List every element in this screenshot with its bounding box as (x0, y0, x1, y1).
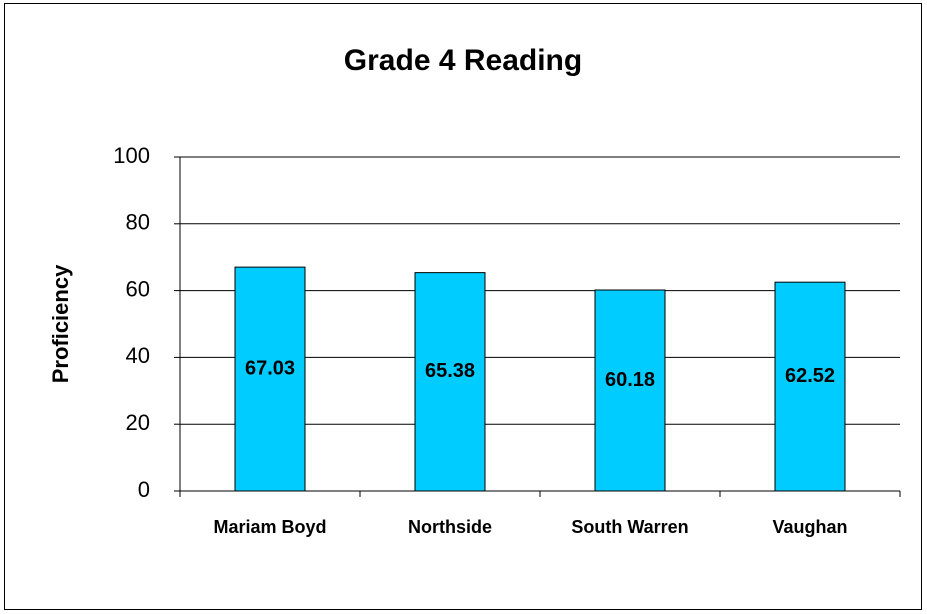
chart-title: Grade 4 Reading (344, 44, 582, 77)
data-label: 62.52 (785, 365, 835, 387)
data-label: 67.03 (245, 357, 295, 379)
data-label: 60.18 (605, 369, 655, 391)
x-tick-label: Northside (408, 517, 492, 537)
y-tick-label: 100 (113, 143, 150, 168)
y-tick-label: 80 (126, 210, 150, 235)
bar (234, 266, 306, 492)
bar (594, 289, 666, 492)
y-axis-label: Proficiency (48, 264, 73, 383)
y-tick-label: 20 (126, 410, 150, 435)
y-tick-label: 40 (126, 343, 150, 368)
x-tick-label: South Warren (571, 517, 688, 537)
data-label: 65.38 (425, 360, 475, 382)
x-tick-label: Mariam Boyd (213, 517, 326, 537)
y-tick-label: 0 (138, 477, 150, 502)
bar (414, 272, 486, 492)
bar (774, 281, 846, 492)
x-tick-label: Vaughan (772, 517, 847, 537)
y-tick-label: 60 (126, 276, 150, 301)
